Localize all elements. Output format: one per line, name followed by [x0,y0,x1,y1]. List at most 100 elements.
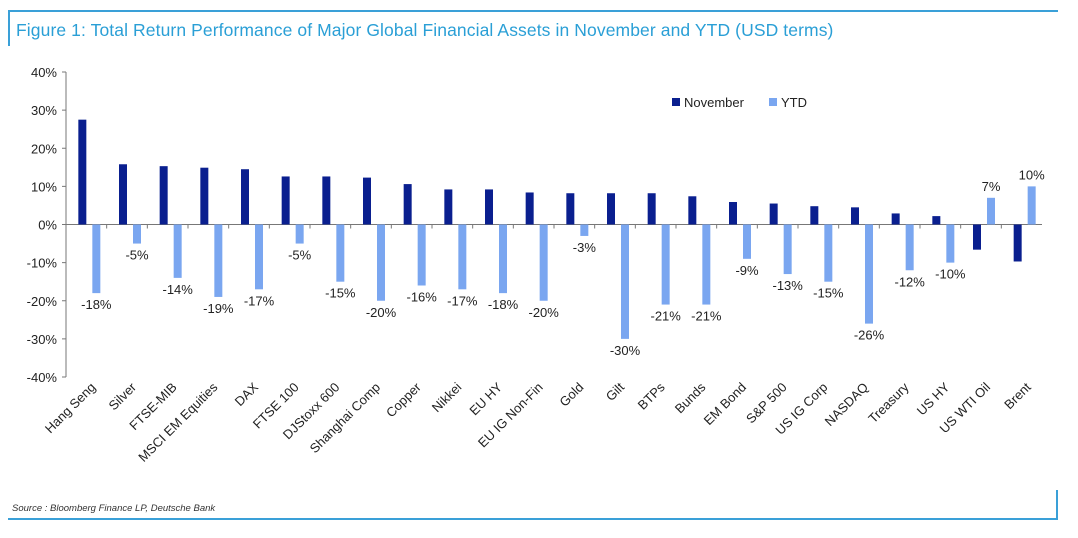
data-label-ytd: -18% [488,297,519,312]
x-category-label: Hang Seng [42,380,99,437]
bar-november [891,213,900,225]
data-label-ytd: -21% [691,309,722,324]
bar-november [200,167,209,225]
bar-ytd [417,224,426,286]
data-label-ytd: 7% [982,179,1001,194]
x-category-label: Brent [1001,379,1034,412]
bar-november [851,207,859,225]
x-category-label: DAX [232,379,262,409]
frame-top-border [8,10,1058,12]
y-tick-label: 30% [31,103,57,118]
bar-november [769,203,778,225]
y-tick-label: 10% [31,179,57,194]
data-label-ytd: -26% [854,328,885,343]
data-label-ytd: 10% [1019,167,1045,182]
bar-november [1013,224,1022,262]
bar-november [647,193,656,225]
data-label-ytd: -20% [366,305,397,320]
y-tick-label: 40% [31,65,57,80]
data-label-ytd: -5% [125,248,149,263]
bar-november [810,206,819,225]
data-label-ytd: -15% [813,286,844,301]
bar-ytd [295,224,304,244]
bar-ytd [539,224,548,301]
bar-november [485,189,493,225]
bar-ytd [621,224,629,339]
y-tick-label: -30% [27,332,58,347]
x-category-label: Bunds [672,379,709,416]
bar-ytd [336,224,345,282]
bar-november [444,189,453,225]
bar-ytd [214,224,223,297]
data-label-ytd: -18% [81,297,112,312]
bar-november [281,176,290,225]
bar-ytd [92,224,101,294]
frame-left-border [8,10,10,46]
x-category-label: MSCI EM Equities [135,379,221,465]
bar-ytd [377,224,385,301]
bar-ytd [783,224,792,275]
x-category-label: Nikkei [429,379,465,415]
data-label-ytd: -14% [162,282,193,297]
frame-right-border [1056,490,1058,520]
data-label-ytd: -21% [650,309,681,324]
bar-ytd [865,224,873,324]
x-category-label: US HY [914,379,953,418]
data-label-ytd: -16% [406,290,437,305]
legend-label-ytd: YTD [781,95,807,110]
bar-ytd [661,224,670,305]
x-category-label: Copper [383,379,424,420]
bar-ytd [255,224,263,290]
x-category-label: Shanghai Comp [307,380,384,457]
x-category-label: EM Bond [701,380,749,428]
data-label-ytd: -17% [244,293,275,308]
data-label-ytd: -9% [735,263,759,278]
x-category-label: Gold [556,380,586,410]
data-label-ytd: -15% [325,286,356,301]
source-note: Source : Bloomberg Finance LP, Deutsche … [12,503,216,514]
bar-ytd [173,224,182,278]
y-tick-label: 0% [38,218,57,233]
y-tick-label: -20% [27,294,58,309]
bar-november [607,193,615,225]
bar-november [322,176,331,225]
bar-ytd [743,224,751,259]
bar-ytd [946,224,955,263]
bar-november [566,193,575,225]
data-label-ytd: -5% [288,248,312,263]
bar-ytd [824,224,833,282]
bar-november [525,192,534,225]
bar-november [159,166,168,225]
data-label-ytd: -12% [894,274,925,289]
legend-label-november: November [684,95,745,110]
x-category-label: Treasury [865,379,912,426]
frame-bottom-border [8,518,1058,520]
bar-november [932,216,941,225]
bar-november [241,169,249,225]
bar-ytd [458,224,467,290]
bar-ytd [987,197,995,225]
bar-ytd [580,224,589,236]
bar-ytd [133,224,141,244]
y-tick-label: -40% [27,370,58,385]
bar-november [119,164,127,225]
bar-chart: 40% 30% 20% 10% 0% -10% -20% -30% -40% -18% Hang S… [27,65,1045,465]
chart-title: Figure 1: Total Return Performance of Ma… [16,20,834,40]
data-label-ytd: -19% [203,301,234,316]
bar-november [363,177,371,225]
legend-swatch-november [672,98,680,106]
y-tick-label: 20% [31,141,57,156]
bar-november [688,196,697,225]
data-label-ytd: -20% [528,305,559,320]
x-category-label: EU HY [466,379,505,418]
bar-ytd [499,224,507,294]
legend-swatch-ytd [769,98,777,106]
x-category-label: Gilt [603,379,628,404]
data-label-ytd: -3% [573,240,597,255]
bar-november [973,224,981,250]
data-label-ytd: -30% [610,343,641,358]
data-label-ytd: -10% [935,267,966,282]
data-label-ytd: -13% [772,278,803,293]
bar-ytd [1027,186,1036,225]
bar-ytd [905,224,914,271]
